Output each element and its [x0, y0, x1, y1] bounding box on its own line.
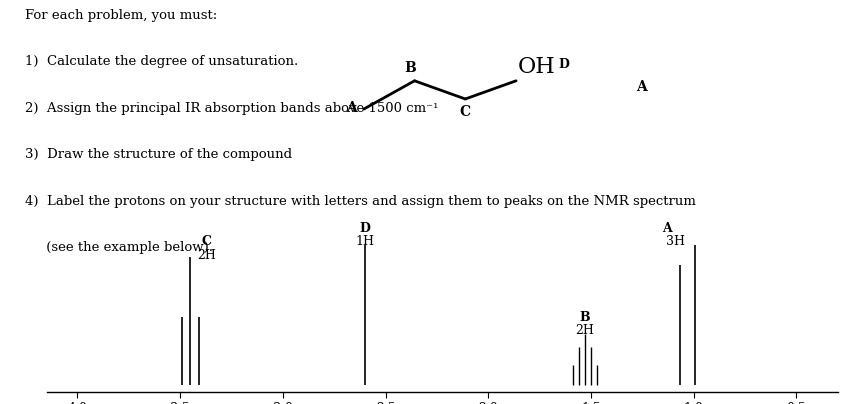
Text: C: C — [459, 105, 471, 119]
Text: A: A — [662, 222, 672, 235]
Text: 2H: 2H — [575, 324, 594, 337]
Text: 3H: 3H — [666, 235, 684, 248]
Text: A: A — [346, 101, 357, 115]
Text: OH: OH — [518, 56, 556, 78]
Text: 2H: 2H — [197, 249, 217, 262]
Text: C: C — [202, 235, 212, 248]
Text: (see the example below).: (see the example below). — [25, 241, 213, 254]
Text: For each problem, you must:: For each problem, you must: — [25, 9, 217, 22]
Text: 2)  Assign the principal IR absorption bands above 1500 cm⁻¹: 2) Assign the principal IR absorption ba… — [25, 102, 439, 115]
Text: 1)  Calculate the degree of unsaturation.: 1) Calculate the degree of unsaturation. — [25, 55, 299, 68]
Text: D: D — [558, 58, 569, 71]
Text: 1H: 1H — [355, 235, 375, 248]
Text: B: B — [404, 61, 416, 75]
Text: B: B — [580, 311, 591, 324]
Text: 4)  Label the protons on your structure with letters and assign them to peaks on: 4) Label the protons on your structure w… — [25, 195, 696, 208]
Text: D: D — [360, 222, 371, 235]
Text: A: A — [636, 80, 646, 94]
Text: 3)  Draw the structure of the compound: 3) Draw the structure of the compound — [25, 148, 293, 161]
